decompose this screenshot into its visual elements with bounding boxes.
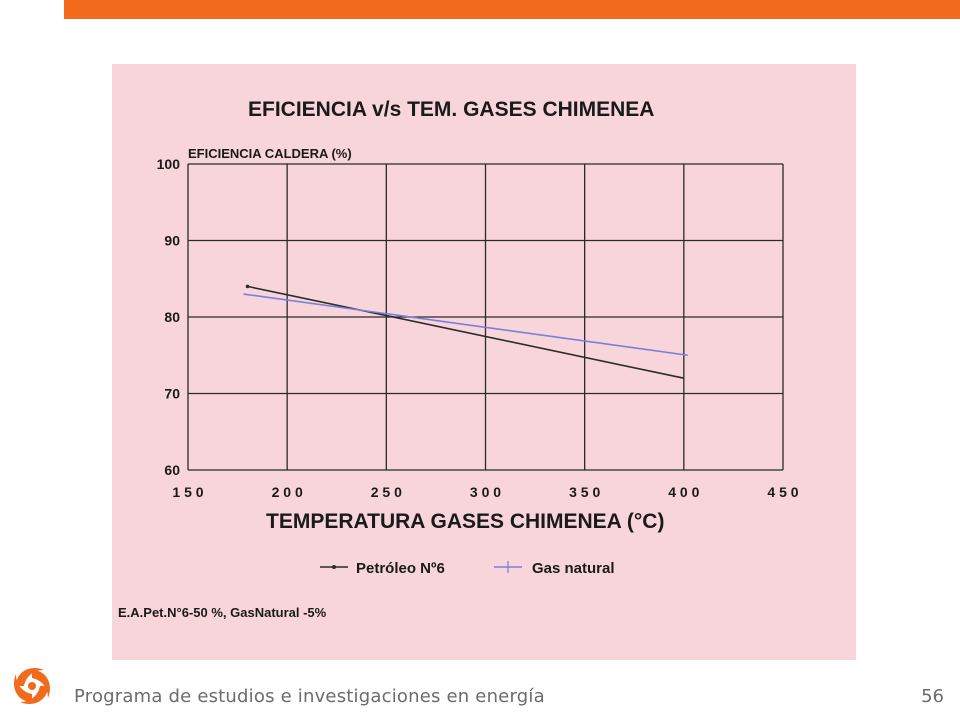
series-point [245, 284, 250, 289]
legend-label-gas: Gas natural [532, 560, 615, 577]
y-tick-label: 100 [157, 156, 181, 172]
logo-arc-left [13, 674, 32, 702]
x-tick-label: 4 5 0 [767, 484, 798, 500]
y-tick-label: 80 [164, 309, 180, 325]
y-tick-label: 70 [164, 386, 180, 402]
x-tick-labels: 1 5 0 2 0 0 2 5 0 3 0 0 3 5 0 4 0 0 4 5 0 [172, 484, 798, 500]
y-tick-labels: 60 70 80 90 100 [157, 156, 181, 478]
logo-icon [13, 667, 51, 705]
chart-legend: Petróleo Nº6 Gas natural [320, 560, 615, 577]
chart-title: EFICIENCIA v/s TEM. GASES CHIMENEA [248, 98, 654, 121]
chart-grid [187, 163, 784, 471]
legend-label-petroleo: Petróleo Nº6 [356, 560, 445, 577]
efficiency-chart: EFICIENCIA v/s TEM. GASES CHIMENEA EFICI… [118, 98, 799, 620]
chart-annotation: E.A.Pet.N°6-50 %, GasNatural -5% [118, 605, 327, 620]
x-axis-label: TEMPERATURA GASES CHIMENEA (°C) [266, 510, 664, 533]
y-tick-label: 60 [164, 462, 180, 478]
y-axis-label: EFICIENCIA CALDERA (%) [188, 146, 352, 161]
logo-arc-right [32, 670, 51, 698]
legend-marker-petroleo [332, 565, 336, 569]
x-tick-label: 1 5 0 [172, 484, 203, 500]
x-tick-label: 2 5 0 [371, 484, 402, 500]
x-tick-label: 4 0 0 [668, 484, 699, 500]
top-accent-bar [64, 0, 960, 19]
logo-arc-top [16, 667, 44, 686]
x-tick-label: 3 0 0 [470, 484, 501, 500]
series-line [243, 293, 688, 357]
footer-text: Programa de estudios e investigaciones e… [74, 686, 545, 707]
x-tick-label: 3 5 0 [569, 484, 600, 500]
x-tick-label: 2 0 0 [272, 484, 303, 500]
chart-series [243, 284, 688, 379]
logo-arc-bottom [20, 686, 48, 705]
series-line [247, 285, 684, 379]
page-number: 56 [921, 686, 944, 707]
y-tick-label: 90 [164, 233, 180, 249]
logo-core [28, 682, 36, 690]
chart-image: EFICIENCIA v/s TEM. GASES CHIMENEA EFICI… [112, 64, 856, 660]
